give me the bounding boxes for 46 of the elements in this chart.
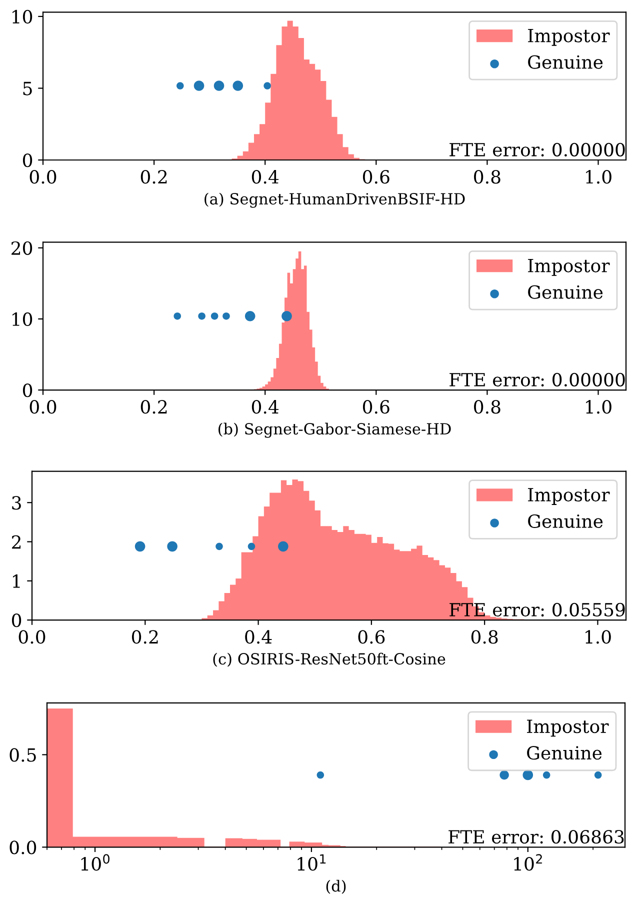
legend-label: Impostor — [528, 28, 610, 46]
x-axis-title: (a) Segnet-HumanDrivenBSIF-HD — [204, 192, 465, 208]
x-tick-label: 1.0 — [586, 170, 612, 184]
x-tick-label: 10$^{2}$ — [514, 854, 542, 871]
x-tick-label: 10$^{0}$ — [81, 854, 110, 871]
annotation: FTE error: 0.00000 — [450, 142, 625, 156]
y-tick-label: 0.0 — [10, 840, 36, 854]
x-tick-label: 0.6 — [362, 400, 390, 414]
x-tick-label: 0.2 — [132, 630, 158, 644]
x-tick-label: 10$^{1}$ — [298, 854, 326, 871]
x-tick-label: 0.6 — [358, 630, 385, 644]
x-tick-label: 1.0 — [586, 400, 612, 414]
x-axis-title: (d) — [326, 880, 346, 894]
x-tick-label: 0.6 — [362, 170, 390, 184]
legend-label: Genuine — [528, 55, 603, 69]
x-axis-title: (b) Segnet-Gabor-Siamese-HD — [218, 422, 451, 438]
x-tick-label: 0.4 — [252, 400, 279, 414]
y-tick-label: 2 — [12, 535, 21, 549]
legend-label: Impostor — [528, 258, 610, 276]
y-tick-label: 0 — [22, 383, 32, 398]
x-tick-label: 0.2 — [140, 170, 167, 184]
x-axis-title: (c) OSIRIS-ResNet50ft-Cosine — [213, 652, 446, 667]
x-tick-label: 0.4 — [252, 170, 279, 184]
x-tick-label: 0.4 — [245, 630, 272, 644]
y-tick-label: 5 — [23, 82, 32, 96]
x-tick-label: 0.2 — [140, 400, 167, 414]
legend-label: Genuine — [527, 746, 602, 760]
y-tick-label: 0.5 — [10, 748, 36, 762]
legend-label: Impostor — [527, 720, 609, 737]
y-tick-label: 20 — [12, 241, 32, 255]
annotation: FTE error: 0.06863 — [448, 830, 624, 844]
y-tick-label: 10 — [12, 312, 32, 326]
legend-label: Impostor — [528, 488, 610, 505]
annotation: FTE error: 0.00000 — [450, 372, 625, 387]
legend-label: Genuine — [528, 514, 603, 528]
y-tick-label: 10 — [12, 10, 32, 24]
legend-label: Genuine — [528, 285, 603, 299]
y-tick-label: 3 — [12, 496, 21, 510]
annotation: FTE error: 0.05559 — [450, 602, 625, 617]
x-tick-label: 1.0 — [586, 630, 611, 644]
y-tick-label: 0 — [22, 153, 32, 168]
x-tick-label: 0.8 — [471, 630, 498, 644]
y-tick-label: 1 — [12, 574, 20, 588]
x-tick-label: 0.8 — [474, 400, 500, 414]
y-tick-label: 0 — [12, 613, 22, 628]
x-tick-label: 0.8 — [474, 170, 500, 184]
